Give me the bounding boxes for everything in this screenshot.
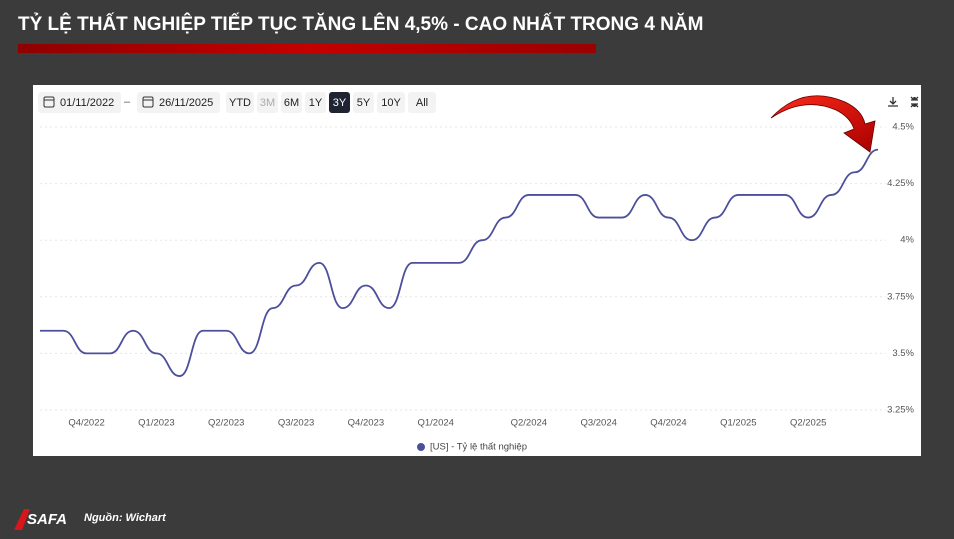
x-tick-label: Q4/2022: [68, 418, 104, 429]
y-tick-label: 3.75%: [887, 291, 914, 302]
range-button-label: 10Y: [381, 97, 401, 109]
data-line: [40, 148, 879, 377]
date-box[interactable]: [38, 92, 121, 113]
fullscreen-icon[interactable]: [910, 96, 919, 108]
range-button-label: 3M: [260, 97, 275, 109]
x-tick-label: Q1/2023: [138, 418, 174, 429]
annotation-arrow: [770, 95, 876, 153]
legend-label: [US] - Tỷ lệ thất nghiệp: [430, 442, 527, 453]
logo-text: SAFA: [27, 511, 67, 528]
source-note: Nguồn: Wichart: [84, 512, 167, 524]
range-button[interactable]: [329, 92, 350, 113]
range-button-label: YTD: [229, 97, 251, 109]
date-separator: –: [124, 96, 131, 108]
toolbar-icons: [888, 96, 919, 108]
range-button[interactable]: [281, 92, 302, 113]
x-tick-label: Q2/2025: [790, 418, 826, 429]
y-tick-label: 3.5%: [892, 348, 914, 359]
logo-mark: [14, 509, 30, 530]
range-button: [257, 92, 278, 113]
end-date: 26/11/2025: [159, 97, 213, 109]
y-tick-label: 4%: [900, 235, 914, 246]
download-icon[interactable]: [888, 97, 898, 107]
toolbar: 01/11/2022 – 26/11/2025 YTD 3M 6M 1Y 3Y 5Y 10Y…: [38, 92, 436, 113]
x-tick-label: Q1/2025: [720, 418, 756, 429]
calendar-icon: [142, 96, 154, 108]
range-button[interactable]: [353, 92, 374, 113]
date-box[interactable]: [137, 92, 220, 113]
legend-swatch: [417, 443, 425, 451]
range-button-label: All: [416, 97, 428, 109]
range-button-label: 1Y: [309, 97, 323, 109]
x-tick-label: Q3/2024: [580, 418, 616, 429]
plot: 3.25% 3.5% 3.75% 4% 4.25% 4.5% Q4/2022 Q1/2023 Q…: [40, 122, 915, 453]
chart-panel: [33, 85, 921, 456]
x-tick-label: Q4/2023: [348, 418, 384, 429]
x-tick-label: Q2/2023: [208, 418, 244, 429]
x-tick-label: Q2/2024: [511, 418, 547, 429]
range-button-label: 3Y: [333, 97, 347, 109]
x-tick-label: Q4/2024: [650, 418, 686, 429]
logo: SAFA: [14, 509, 67, 530]
page-title: TỶ LỆ THẤT NGHIỆP TIẾP TỤC TĂNG LÊN 4,5%…: [18, 13, 703, 35]
range-button-label: 6M: [284, 97, 299, 109]
calendar-icon: [43, 96, 55, 108]
y-tick-label: 3.25%: [887, 405, 914, 416]
range-button[interactable]: [305, 92, 326, 113]
range-button[interactable]: [408, 92, 436, 113]
range-button[interactable]: [226, 92, 254, 113]
range-button-label: 5Y: [357, 97, 371, 109]
y-tick-label: 4.25%: [887, 178, 914, 189]
y-tick-label: 4.5%: [892, 122, 914, 133]
range-button[interactable]: [377, 92, 405, 113]
x-tick-label: Q1/2024: [417, 418, 453, 429]
title-underline: [18, 44, 596, 53]
x-tick-label: Q3/2023: [278, 418, 314, 429]
start-date: 01/11/2022: [60, 97, 114, 109]
